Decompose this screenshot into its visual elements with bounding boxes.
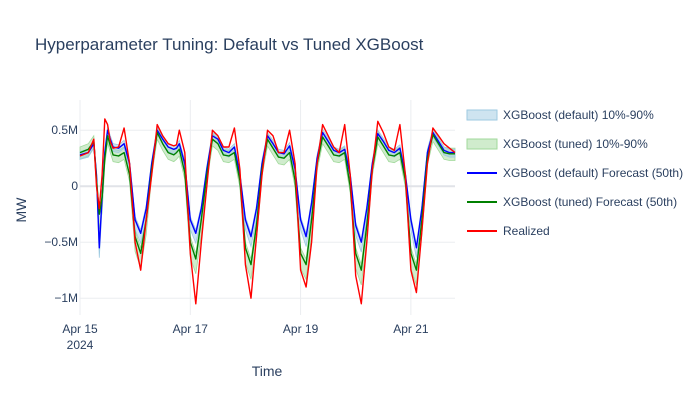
y-axis-label: MW [13, 197, 29, 223]
series-lines [79, 118, 456, 305]
legend-item-0[interactable]: XGBoost (default) 10%-90% [466, 108, 654, 122]
x-tick-label-3: Apr 21 [393, 322, 429, 336]
x-tick-label-0: Apr 15 [62, 322, 98, 336]
bands [79, 125, 456, 286]
x-tick-sublabel-0: 2024 [67, 338, 94, 352]
tuned-forecast-line [79, 131, 455, 271]
legend-item-2[interactable]: XGBoost (default) Forecast (50th) [467, 166, 683, 180]
legend-label-1: XGBoost (tuned) 10%-90% [503, 137, 648, 151]
legend-label-3: XGBoost (tuned) Forecast (50th) [503, 195, 677, 209]
x-tick-label-1: Apr 17 [173, 322, 209, 336]
legend-label-4: Realized [503, 224, 550, 238]
legend-label-0: XGBoost (default) 10%-90% [503, 108, 654, 122]
x-tick-label-2: Apr 19 [283, 322, 319, 336]
y-tick-label-1: 0 [71, 179, 78, 193]
chart-title: Hyperparameter Tuning: Default vs Tuned … [35, 35, 424, 54]
y-tick-label-3: −1M [54, 291, 78, 305]
x-axis-label: Time [252, 363, 283, 379]
legend-item-4[interactable]: Realized [467, 224, 550, 238]
tuned-band [79, 125, 456, 286]
realized-line [79, 118, 456, 305]
legend-swatch-0 [466, 109, 498, 121]
legend-item-3[interactable]: XGBoost (tuned) Forecast (50th) [467, 195, 677, 209]
legend-label-2: XGBoost (default) Forecast (50th) [503, 166, 683, 180]
y-axis: 0.5M 0 −0.5M −1M [44, 123, 78, 305]
legend-swatch-1 [466, 138, 498, 150]
y-tick-label-2: −0.5M [44, 235, 78, 249]
y-tick-label-0: 0.5M [51, 123, 78, 137]
legend-item-1[interactable]: XGBoost (tuned) 10%-90% [466, 137, 648, 151]
legend: XGBoost (default) 10%-90% XGBoost (tuned)… [466, 108, 683, 238]
x-axis: Apr 15 2024 Apr 17 Apr 19 Apr 21 [62, 322, 429, 352]
